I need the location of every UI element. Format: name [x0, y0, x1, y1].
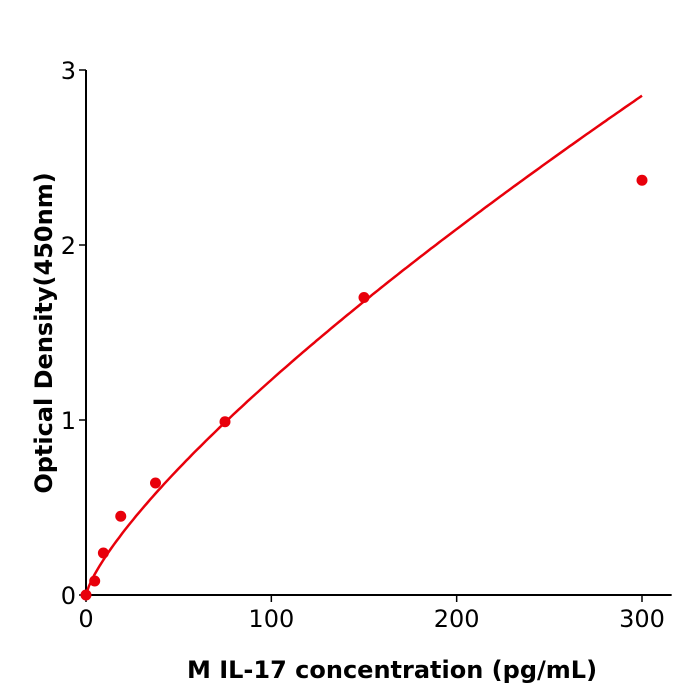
x-tick-label: 300: [619, 605, 665, 633]
fit-curve-group: [84, 94, 643, 596]
y-tick-label: 0: [61, 582, 76, 610]
data-points: [80, 174, 648, 601]
x-axis-label: M IL-17 concentration (pg/mL): [187, 656, 597, 684]
data-point: [89, 575, 101, 587]
data-point: [636, 174, 648, 186]
data-point: [358, 292, 370, 303]
y-tick-label: 2: [61, 232, 76, 260]
data-point: [115, 510, 127, 522]
y-tick-label: 3: [61, 57, 76, 85]
axes: 0 100 200 300 0 1 2 3: [61, 57, 672, 633]
fit-curve: [84, 94, 643, 596]
y-tick-label: 1: [61, 407, 76, 435]
y-axis-label: Optical Density(450nm): [30, 172, 58, 493]
x-tick-label: 0: [78, 605, 93, 633]
data-point: [80, 589, 92, 601]
data-point: [219, 416, 231, 428]
data-point: [150, 477, 161, 489]
x-tick-label: 200: [434, 605, 480, 633]
x-tick-label: 100: [248, 605, 294, 633]
data-point: [97, 547, 109, 559]
